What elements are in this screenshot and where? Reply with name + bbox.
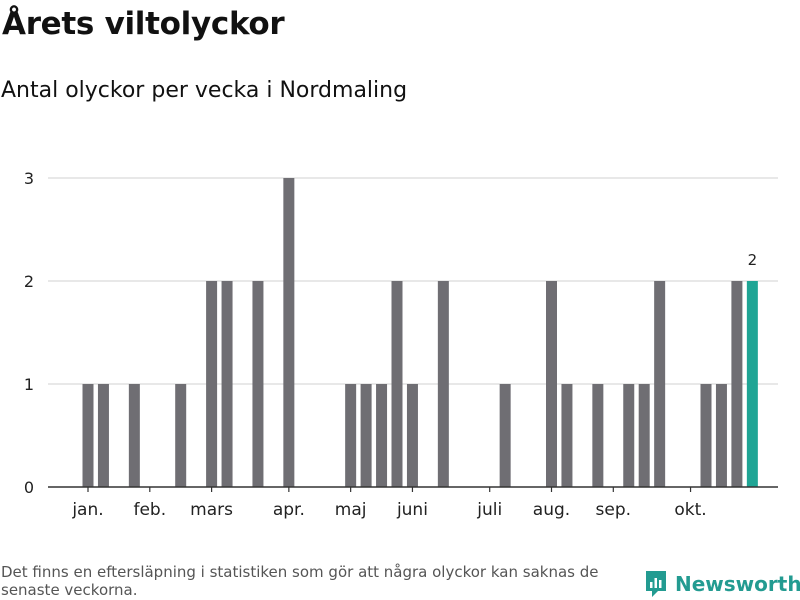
bar xyxy=(437,281,449,487)
bar xyxy=(128,384,140,487)
x-tick-label: feb. xyxy=(133,500,166,520)
x-tick-label: aug. xyxy=(533,500,570,520)
bar xyxy=(623,384,635,487)
bar xyxy=(654,281,666,487)
bar xyxy=(731,281,743,487)
x-tick-label: sep. xyxy=(596,500,632,520)
brand-logo-block: Newsworthy xyxy=(644,568,800,600)
bar xyxy=(561,384,573,487)
data-label: 2 xyxy=(748,251,758,269)
bar xyxy=(376,384,388,487)
bar xyxy=(221,281,233,487)
x-tick-label: juli xyxy=(476,500,502,520)
bar xyxy=(345,384,357,487)
footnote: Det finns en eftersläpning i statistiken… xyxy=(1,563,599,599)
bar xyxy=(499,384,511,487)
x-tick-label: okt. xyxy=(674,500,706,520)
bar xyxy=(700,384,712,487)
bar xyxy=(97,384,109,487)
y-tick-label: 0 xyxy=(24,478,34,497)
brand-name: Newsworthy xyxy=(675,572,800,596)
bar xyxy=(391,281,403,487)
bar xyxy=(283,178,295,487)
bar xyxy=(175,384,187,487)
bar xyxy=(715,384,727,487)
y-tick-label: 1 xyxy=(24,375,34,394)
chart-subtitle: Antal olyckor per vecka i Nordmaling xyxy=(1,78,408,103)
newsworthy-logo-icon xyxy=(646,571,666,597)
bar xyxy=(252,281,264,487)
chart-title: Årets viltolyckor xyxy=(2,6,285,42)
x-tick-label: apr. xyxy=(273,500,305,520)
bar xyxy=(206,281,218,487)
x-tick-label: juni xyxy=(396,500,428,520)
x-tick-label: jan. xyxy=(71,500,103,520)
y-tick-label: 2 xyxy=(24,272,34,291)
bar xyxy=(638,384,650,487)
bar xyxy=(546,281,557,487)
bar xyxy=(592,384,604,487)
y-tick-label: 3 xyxy=(24,169,34,188)
bar xyxy=(406,384,418,487)
bar-chart: 0 1 2 3 2 jan. feb. mars apr. maj juni juli aug. sep.… xyxy=(24,169,778,520)
x-tick-label: maj xyxy=(335,500,367,520)
bar xyxy=(360,384,372,487)
bar-highlight xyxy=(746,281,758,487)
x-tick-label: mars xyxy=(190,500,233,520)
bar xyxy=(82,384,94,487)
